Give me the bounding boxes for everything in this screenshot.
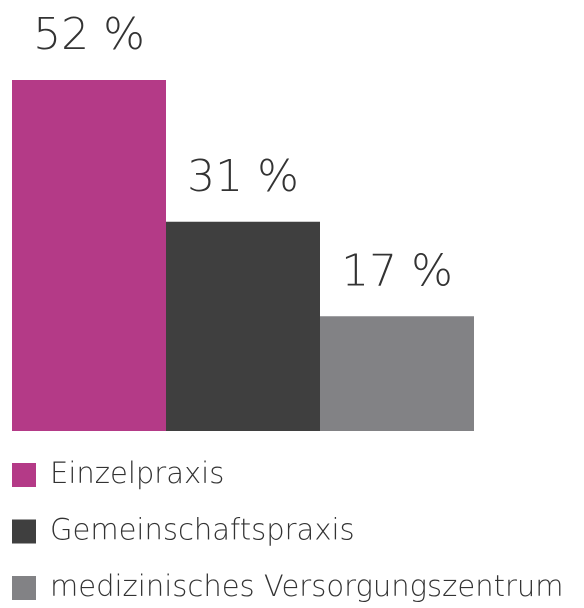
- value-label: 52 %: [33, 9, 145, 60]
- value-label: 17 %: [341, 245, 453, 296]
- legend-swatch: [12, 576, 36, 600]
- legend-swatch: [12, 463, 36, 487]
- legend-label: Einzelpraxis: [50, 456, 224, 490]
- legend-label: medizinisches Versorgungszentrum: [50, 569, 564, 603]
- legend-label: Gemeinschaftspraxis: [50, 513, 355, 547]
- bar: [166, 221, 320, 431]
- bar: [320, 316, 474, 431]
- value-label: 31 %: [187, 151, 299, 202]
- bar: [12, 80, 166, 431]
- legend-swatch: [12, 519, 36, 544]
